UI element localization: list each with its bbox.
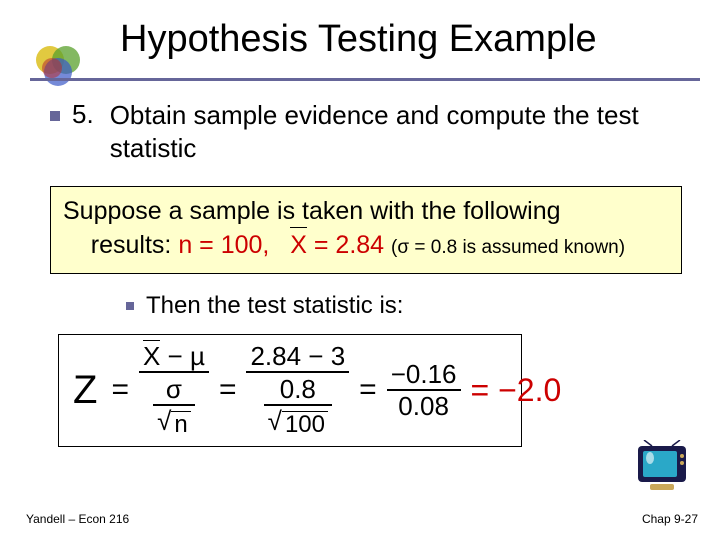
- frac-numeric-2: −0.16 0.08: [387, 359, 461, 422]
- n-symbol: n: [171, 411, 190, 438]
- sqrt-icon: √100: [268, 408, 328, 438]
- step-text: Obtain sample evidence and compute the t…: [110, 99, 692, 164]
- page-title: Hypothesis Testing Example: [120, 18, 700, 61]
- frac-symbolic: X − µ σ √n: [139, 341, 209, 440]
- denominator: 0.08: [394, 391, 453, 422]
- numerator: −0.16: [387, 359, 461, 390]
- header: Hypothesis Testing Example: [0, 0, 720, 69]
- xbar-value: X = 2.84: [276, 231, 384, 259]
- sqrt-n-value: 100: [282, 411, 328, 438]
- numerator: 2.84 − 3: [246, 341, 349, 372]
- venn-logo-icon: [30, 42, 90, 90]
- frac-numeric-1: 2.84 − 3 0.8 √100: [246, 341, 349, 440]
- z-symbol: Z: [73, 368, 97, 413]
- xbar-symbol: X: [143, 342, 160, 371]
- title-underline: [30, 78, 700, 81]
- sqrt-icon: √n: [157, 408, 191, 438]
- footer-left: Yandell – Econ 216: [26, 512, 129, 526]
- bullet-icon: [50, 111, 60, 121]
- sigma-symbol: σ: [162, 374, 186, 405]
- xbar-eq: = 2.84: [307, 231, 384, 259]
- equals-icon: =: [111, 373, 129, 407]
- sigma-over-sqrt-n: σ √n: [153, 374, 195, 439]
- denom-frac: 0.8 √100: [264, 374, 332, 439]
- step-number: 5.: [72, 99, 94, 130]
- sigma-note: (σ = 0.8 is assumed known): [391, 237, 625, 258]
- bullet-icon: [126, 302, 134, 310]
- tv-icon: [632, 440, 692, 494]
- footer-right: Chap 9-27: [642, 512, 698, 526]
- sample-box: Suppose a sample is taken with the follo…: [50, 186, 682, 274]
- then-row: Then the test statistic is:: [126, 292, 692, 320]
- minus-mu: − µ: [160, 341, 205, 371]
- step-row: 5. Obtain sample evidence and compute th…: [50, 99, 692, 164]
- xbar-symbol: X: [290, 229, 307, 263]
- z-result: = −2.0: [471, 372, 562, 409]
- sample-line1: Suppose a sample is taken with the follo…: [63, 197, 561, 225]
- slide-content: 5. Obtain sample evidence and compute th…: [0, 69, 720, 447]
- results-prefix: results:: [91, 231, 179, 259]
- equals-icon: =: [359, 373, 377, 407]
- sigma-value: 0.8: [276, 374, 320, 405]
- n-value: n = 100,: [178, 231, 269, 259]
- formula-box: Z = X − µ σ √n = 2.84 − 3 0.8 √100: [58, 334, 522, 447]
- then-text: Then the test statistic is:: [146, 292, 403, 320]
- equals-icon: =: [219, 373, 237, 407]
